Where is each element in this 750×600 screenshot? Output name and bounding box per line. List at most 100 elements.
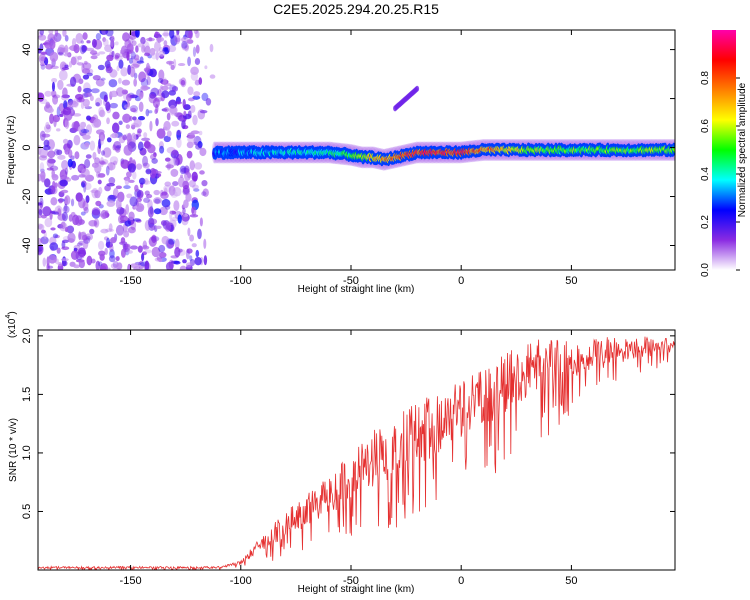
heatmap-noise-cell [194, 256, 202, 266]
heatmap-noise-cell [123, 185, 131, 190]
heatmap-noise-cell [121, 79, 131, 86]
heatmap-noise-cell [39, 130, 46, 141]
heatmap-noise-cell [143, 52, 151, 57]
x-tick-label: -150 [120, 275, 142, 287]
heatmap-noise-cell [171, 149, 179, 156]
y-tick-label: 2.0 [21, 328, 33, 343]
heatmap-noise-cell [169, 157, 179, 167]
heatmap-noise-cell [99, 253, 105, 261]
x-tick-label: -100 [230, 275, 252, 287]
heatmap-noise-cell [140, 85, 149, 91]
heatmap-noise-cell [112, 160, 118, 166]
heatmap-noise-cell [209, 43, 214, 53]
spectrogram-y-axis: -40 -20 0 20 40 [21, 43, 675, 253]
heatmap-noise-cell [61, 159, 69, 170]
heatmap-noise-cell [97, 240, 105, 251]
heatmap-noise-cell [160, 220, 167, 226]
heatmap-noise-cell [61, 239, 69, 244]
heatmap-noise-cell [203, 238, 207, 250]
heatmap-noise-cell [82, 134, 91, 140]
heatmap-noise-cell [103, 38, 109, 47]
heatmap-noise-cell [128, 211, 135, 221]
heatmap-noise-cell [108, 255, 116, 263]
heatmap-noise-cell [145, 108, 150, 117]
heatmap-noise-cell [187, 97, 195, 102]
heatmap-noise-cell [133, 78, 138, 87]
heatmap-noise-cell [83, 92, 92, 98]
heatmap-noise-cell [181, 36, 189, 43]
heatmap-noise-cell [57, 154, 66, 160]
heatmap-noise-cell [80, 211, 86, 216]
heatmap-noise-cell [112, 122, 120, 134]
heatmap-noise-cell [56, 149, 63, 156]
heatmap-noise-cell [84, 158, 91, 169]
heatmap-noise-cell [108, 36, 114, 41]
heatmap-noise-cell [177, 63, 186, 67]
heatmap-noise-cell [92, 75, 101, 81]
heatmap-noise-cell [111, 132, 119, 139]
heatmap-noise-cell [192, 95, 201, 100]
heatmap-noise-cell [174, 238, 180, 250]
heatmap-noise-cell [190, 130, 200, 135]
heatmap-noise-cell [142, 155, 149, 167]
heatmap-noise-cell [158, 173, 162, 177]
heatmap-noise-cell [169, 210, 177, 215]
heatmap-noise-cell [193, 91, 201, 97]
heatmap-noise-cell [182, 184, 190, 195]
heatmap-noise-cell [126, 93, 132, 102]
heatmap-noise-cell [154, 41, 161, 53]
heatmap-noise-cell [143, 132, 148, 138]
heatmap-noise-cell [97, 64, 105, 71]
heatmap-noise-cell [138, 71, 146, 83]
heatmap-noise-cell [131, 40, 137, 46]
heatmap-noise-cell [174, 246, 181, 258]
heatmap-noise-cell [155, 51, 159, 61]
heatmap-noise-cell [161, 191, 168, 196]
heatmap-noise-cell [95, 129, 105, 135]
heatmap-noise-cell [38, 202, 43, 206]
heatmap-noise-cell [73, 134, 81, 146]
heatmap-noise-cell [158, 252, 167, 258]
heatmap-noise-cell [164, 205, 171, 210]
heatmap-noise-cell [44, 217, 53, 228]
heatmap-noise-cell [86, 115, 92, 121]
heatmap-noise-cell [135, 30, 140, 38]
heatmap-noise-cell [110, 39, 115, 50]
heatmap-noise-cell [156, 128, 166, 139]
heatmap-noise-cell [186, 248, 193, 254]
heatmap-noise-cell [129, 245, 139, 250]
heatmap-noise-cell [66, 225, 75, 234]
heatmap-noise-cell [74, 248, 79, 254]
heatmap-noise-cell [204, 65, 208, 70]
heatmap-noise-cell [64, 44, 69, 55]
heatmap-noise-cell [49, 165, 59, 171]
heatmap-noise-cell [177, 214, 182, 224]
heatmap-noise-cell [155, 225, 162, 230]
heatmap-noise-cell [41, 229, 46, 234]
heatmap-noise-cell [93, 118, 102, 128]
heatmap-noise-cell [114, 41, 119, 46]
heatmap-noise-cell [118, 214, 124, 224]
heatmap-noise-cell [171, 120, 180, 127]
heatmap-noise-cell [94, 157, 101, 165]
snr-series-line [38, 336, 675, 570]
heatmap-noise-cell [77, 165, 85, 171]
heatmap-noise-cell [50, 197, 58, 206]
heatmap-noise-cell [124, 178, 130, 186]
heatmap-noise-cell [73, 244, 81, 251]
heatmap-noise-cell [170, 191, 178, 198]
heatmap-noise-cell [192, 175, 198, 182]
heatmap-noise-cell [50, 227, 56, 231]
heatmap-noise-cell [163, 40, 168, 46]
heatmap-noise-cell [137, 245, 143, 253]
heatmap-noise-cell [137, 116, 145, 121]
heatmap-noise-cell [192, 46, 197, 57]
heatmap-noise-cell [124, 220, 132, 227]
heatmap-noise-cell [176, 129, 182, 141]
heatmap-noise-cell [176, 129, 182, 136]
heatmap-noise-cell [143, 197, 150, 203]
heatmap-noise-cell [182, 207, 186, 215]
heatmap-noise-cell [154, 198, 161, 204]
heatmap-noise-cell [179, 265, 187, 270]
heatmap-noise-cell [107, 162, 116, 171]
